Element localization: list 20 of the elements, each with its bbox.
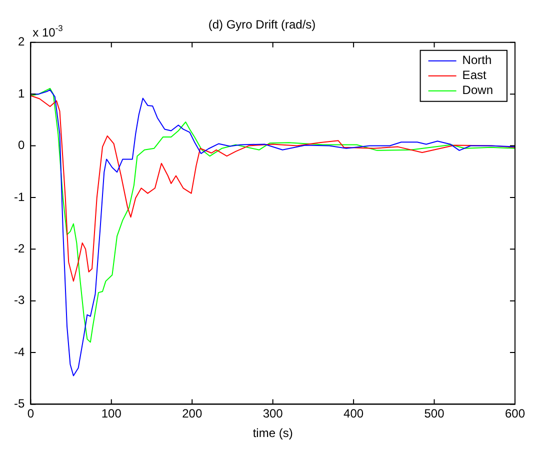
y-tick-label: 0 bbox=[18, 138, 25, 152]
y-tick-label: -2 bbox=[14, 241, 25, 256]
legend-label: North bbox=[462, 53, 492, 68]
legend-label: East bbox=[462, 68, 487, 82]
y-tick-label: -3 bbox=[14, 293, 25, 308]
x-tick-label: 500 bbox=[424, 406, 445, 421]
y-tick-label: -5 bbox=[14, 396, 25, 411]
legend-label: Down bbox=[462, 83, 493, 98]
chart-title: (d) Gyro Drift (rad/s) bbox=[208, 18, 316, 32]
y-tick-label: -1 bbox=[14, 190, 25, 204]
y-tick-label: 1 bbox=[18, 86, 25, 100]
x-tick-label: 600 bbox=[504, 406, 526, 421]
y-tick-label: -4 bbox=[14, 344, 25, 359]
x-tick-label: 100 bbox=[101, 406, 122, 421]
x-tick-label: 200 bbox=[182, 406, 202, 421]
x-tick-label: 300 bbox=[262, 406, 284, 421]
x-tick-label: 0 bbox=[27, 406, 34, 421]
y-tick-label: 2 bbox=[18, 34, 25, 49]
x-tick-label: 400 bbox=[344, 406, 364, 421]
x-axis-title: time (s) bbox=[252, 426, 293, 440]
